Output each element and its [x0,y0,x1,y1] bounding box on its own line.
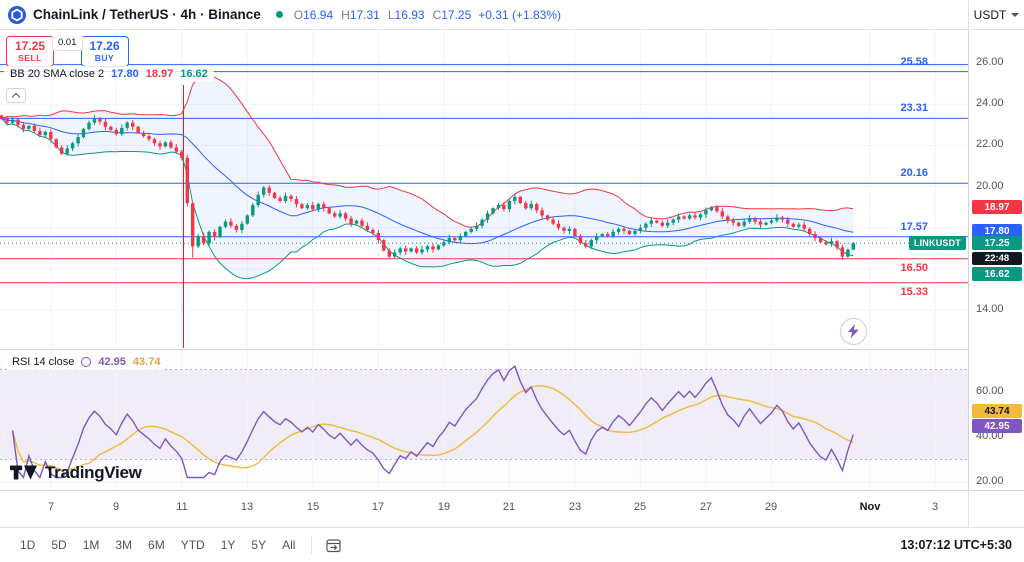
price-axis-label: 26.00 [976,56,1004,68]
currency-label: USDT [973,7,1007,22]
pane-divider[interactable] [0,349,1024,350]
chevron-down-icon [1011,12,1020,17]
sell-label: SELL [18,53,42,63]
rsi-indicator-legend[interactable]: RSI 14 close 42.95 43.74 [6,354,167,370]
buy-sell-widget: 17.25 SELL 0.01 17.26 BUY [6,36,129,67]
bb-lower-value: 16.62 [180,68,208,80]
range-button-All[interactable]: All [274,534,303,556]
symbol-title[interactable]: ChainLink / TetherUS · 4h · Binance [33,7,261,22]
buy-label: BUY [94,53,115,63]
time-axis-label: 19 [437,501,451,513]
buy-price: 17.26 [89,39,120,53]
ohlc-high: 17.31 [349,7,380,22]
time-axis-label: 29 [764,501,778,513]
bb-legend-title: BB 20 SMA close 2 [10,68,105,80]
time-axis-label: 7 [47,501,55,513]
range-button-1M[interactable]: 1M [75,534,108,556]
currency-selector[interactable]: USDT [968,0,1024,29]
range-button-5D[interactable]: 5D [43,534,74,556]
chart-header: ChainLink / TetherUS · 4h · Binance O16.… [0,0,1024,30]
range-button-1Y[interactable]: 1Y [213,534,244,556]
time-axis[interactable]: 7 9 11 13 15 17 19 21 23 25 27 29 Nov 3 [0,490,1024,527]
calendar-icon [326,538,342,552]
ohlc-close: 17.25 [441,7,472,22]
time-axis-label: 11 [176,501,188,513]
time-axis-label: 21 [502,501,516,513]
bb-upper-value: 18.97 [145,68,174,80]
toolbar-divider [311,536,313,554]
market-status-icon [275,11,283,18]
range-button-YTD[interactable]: YTD [173,534,213,556]
tradingview-logo[interactable]: TradingView [10,463,142,483]
last-price-symbol-tag: LINKUSDT [908,236,966,250]
time-axis-label: 9 [112,501,120,513]
price-axis-label: 20.00 [976,180,1004,192]
rsi-value-badge: 42.95 [972,419,1022,433]
time-axis-label: 13 [240,501,254,513]
time-axis-label: 3 [931,501,939,513]
range-button-3M[interactable]: 3M [107,534,140,556]
sell-price: 17.25 [14,39,46,53]
time-axis-label: 25 [633,501,647,513]
rsi-axis-label: 60.00 [976,385,1004,397]
rsi-axis-label: 40.00 [976,430,1004,442]
time-axis-label: 15 [306,501,320,513]
tradingview-logo-text: TradingView [45,463,142,482]
clock[interactable]: 13:07:12 UTC+5:30 [900,538,1012,552]
rsi-indicator-icon [81,357,92,367]
time-axis-label: 17 [371,501,385,513]
lightning-bolt-icon [848,324,859,339]
buy-button[interactable]: 17.26 BUY [80,36,129,67]
bb-upper-badge: 18.97 [972,200,1022,214]
range-button-1D[interactable]: 1D [12,534,43,556]
rsi-legend-title: RSI 14 close [12,356,75,368]
price-axis[interactable]: 26.00 24.00 22.00 20.00 14.00 18.97 17.80 17… [968,30,1024,350]
go-to-date-button[interactable] [320,535,347,556]
price-axis-label: 22.00 [976,138,1004,150]
time-axis-label: 27 [699,501,713,513]
tradingview-logo-icon [10,465,38,480]
rsi-ma-badge: 43.74 [972,404,1022,418]
main-chart[interactable] [0,30,968,350]
spread-value: 0.01 [52,36,83,51]
price-axis-label: 24.00 [976,97,1004,109]
bar-countdown-badge: 22:48 [972,252,1022,265]
price-change: +0.31 (+1.83%) [478,7,562,22]
ohlc-open: 16.94 [303,7,334,22]
range-button-6M[interactable]: 6M [140,534,173,556]
time-axis-label: Nov [859,501,881,513]
bb-basis-badge: 17.80 [972,224,1022,238]
sell-button[interactable]: 17.25 SELL [6,36,54,67]
rsi-value: 42.95 [98,356,126,368]
rsi-ma-value: 43.74 [132,356,161,368]
axis-corner-border [968,490,969,527]
bottom-toolbar: 1D 5D 1M 3M 6M YTD 1Y 5Y All 13:07:12 UTC+5:30 [0,527,1024,562]
instant-trading-button[interactable] [840,318,867,345]
ohlc-values: O16.94 H17.31 L16.93 C17.25 [293,7,472,22]
last-price-badge: 17.25 [972,236,1022,250]
rsi-pane[interactable] [0,350,968,490]
bb-basis-value: 17.80 [111,68,139,80]
bb-lower-badge: 16.62 [972,267,1022,281]
chainlink-logo-icon [8,5,26,24]
time-axis-label: 23 [568,501,582,513]
range-buttons: 1D 5D 1M 3M 6M YTD 1Y 5Y All [12,534,303,556]
bb-indicator-legend[interactable]: BB 20 SMA close 2 17.80 18.97 16.62 [4,66,214,82]
ohlc-low: 16.93 [394,7,425,22]
price-axis-label: 14.00 [976,303,1004,315]
chevron-up-icon [11,92,21,101]
range-button-5Y[interactable]: 5Y [243,534,274,556]
rsi-axis-label: 20.00 [976,475,1004,487]
collapse-indicators-button[interactable] [6,88,26,103]
rsi-axis[interactable]: 60.00 40.00 20.00 43.74 42.95 [968,350,1024,490]
